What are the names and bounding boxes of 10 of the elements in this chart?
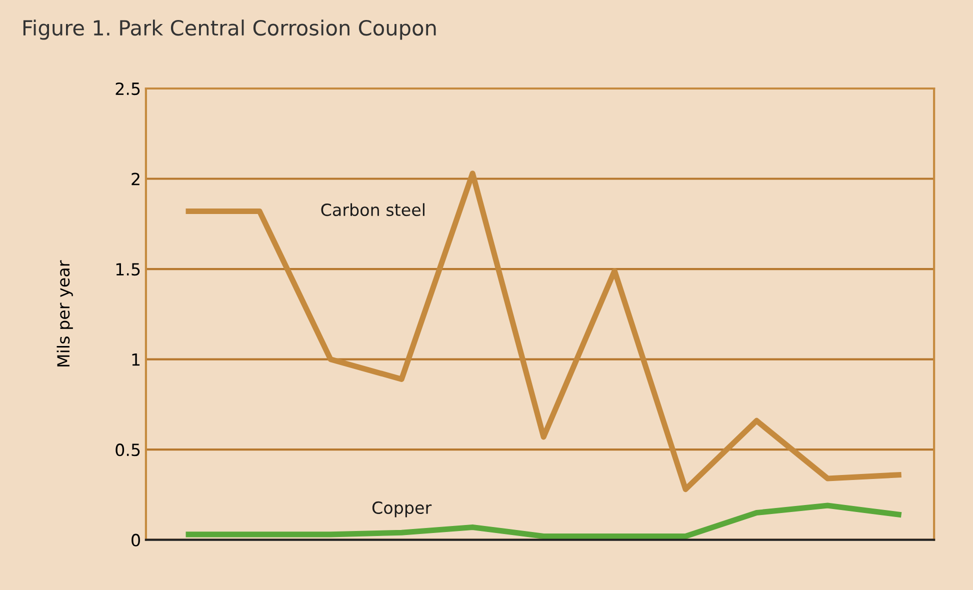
series-label: Copper bbox=[372, 501, 432, 518]
y-tick-label: 2.5 bbox=[116, 82, 140, 96]
y-tick-label: 0 bbox=[132, 534, 140, 546]
y-tick-label: 1.5 bbox=[116, 263, 140, 276]
y-tick-label: 1 bbox=[132, 353, 140, 366]
y-tick-label: 0.5 bbox=[116, 444, 140, 456]
series-label: Carbon steel bbox=[321, 203, 424, 216]
y-axis-title: Mils per year bbox=[56, 260, 73, 366]
y-tick-label: 2 bbox=[132, 172, 140, 186]
chart-title: Figure 1. Park Central Corrosion Coupon bbox=[23, 20, 436, 40]
